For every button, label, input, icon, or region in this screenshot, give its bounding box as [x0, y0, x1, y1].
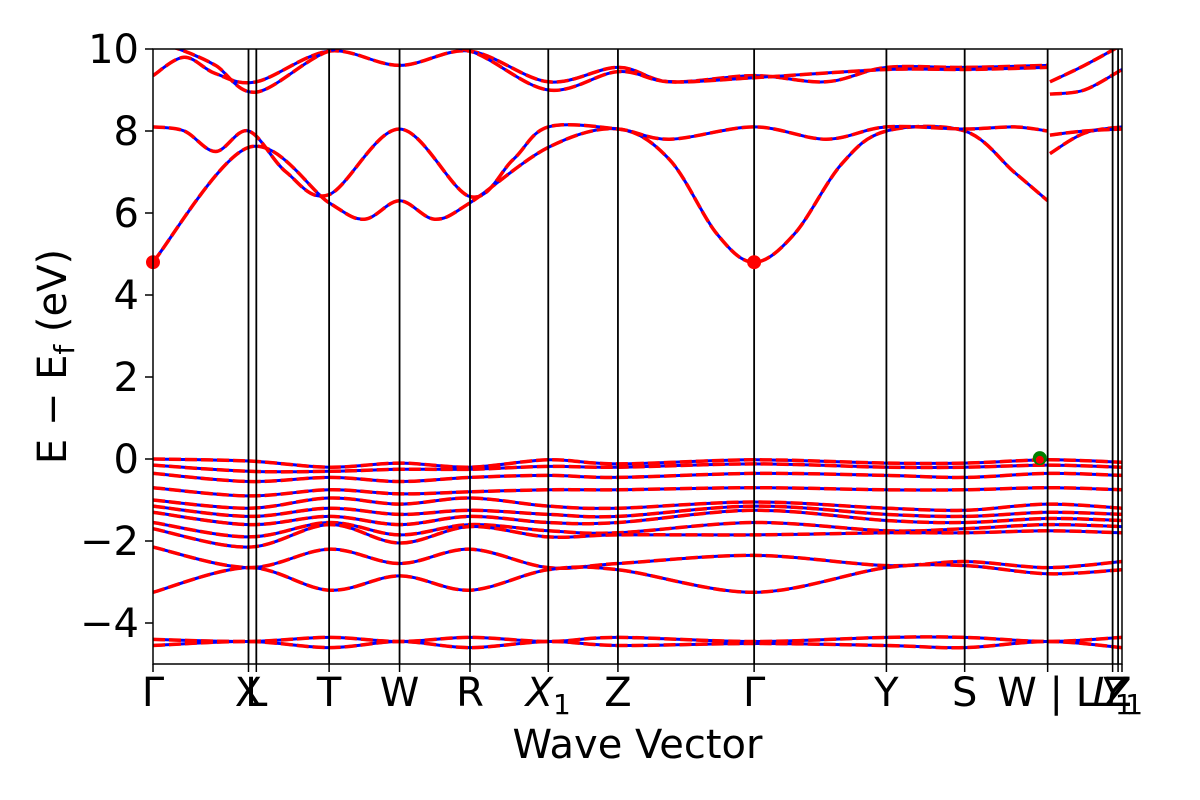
x-tick-label-10: S — [952, 670, 977, 716]
band-line-dashed-valence-6 — [153, 504, 1122, 519]
y-tick-label: −4 — [80, 601, 139, 647]
band-line-valence-11 — [153, 563, 1122, 594]
x-tick-label-6: X1 — [524, 670, 571, 721]
y-tick-label: 2 — [114, 355, 139, 401]
band-line-dashed-valence-7 — [153, 508, 1122, 527]
y-tick-label: 6 — [114, 191, 139, 237]
extrema-markers-layer — [146, 255, 1047, 466]
y-axis-ticks: −4 −2 0 2 4 6 8 10 — [80, 27, 153, 647]
band-line-dashed-conduction-4 — [173, 49, 1048, 94]
x-tick-label-11: W | L — [997, 670, 1098, 716]
band-line-dashed-valence-2 — [153, 462, 1122, 474]
y-axis-label-sub: f — [48, 344, 81, 355]
x-tick-label-8: Γ — [743, 670, 766, 716]
band-line-dashed-valence-5 — [153, 496, 1122, 513]
x-axis-label: Wave Vector — [513, 722, 764, 768]
x-tick-label-9: Y — [873, 670, 899, 716]
band-line-dashed-valence-10 — [153, 545, 1122, 571]
plot-frame — [152, 48, 1123, 665]
band-line-dashed-valence-1 — [153, 457, 1122, 469]
bands-layer — [153, 49, 1122, 650]
band-line-dashed-valence-9 — [153, 522, 1122, 549]
y-axis-label-main: E − E — [30, 355, 76, 465]
band-line-dashed-conduction-right-1 — [1049, 125, 1122, 156]
band-line-dashed-conduction-1 — [153, 124, 1049, 264]
y-tick-label: 0 — [114, 437, 139, 483]
band-line-dashed-valence-13 — [153, 639, 1122, 650]
kpoint-lines-layer — [247, 49, 1119, 664]
x-tick-label-13: Z — [1104, 670, 1131, 716]
band-line-dashed-conduction-right-3 — [1049, 67, 1122, 96]
y-tick-label: −2 — [80, 519, 139, 565]
x-tick-label-1: X — [235, 670, 262, 716]
x-tick-label-3: T — [316, 670, 342, 716]
band-line-dashed-valence-8 — [153, 520, 1122, 539]
y-axis-label: E − Ef (eV) — [30, 249, 81, 464]
x-tick-label-2: L — [245, 670, 268, 716]
x-tick-label-0: Γ — [142, 670, 165, 716]
y-axis-label-unit-text: (eV) — [30, 249, 76, 332]
band-line-dashed-conduction-right-2 — [1049, 127, 1122, 137]
y-tick-label: 10 — [88, 27, 139, 73]
x-tick-label-4: W — [380, 670, 420, 716]
x-tick-label-5: R — [456, 670, 484, 716]
x-tick-label-7: Z — [604, 670, 631, 716]
y-axis-label-unit — [30, 332, 76, 345]
y-tick-label: 8 — [114, 109, 139, 155]
band-line-dashed-valence-3 — [153, 471, 1122, 484]
band-line-dashed-valence-4 — [153, 485, 1122, 498]
band-line-dashed-valence-11 — [153, 562, 1122, 595]
y-tick-label: 4 — [114, 273, 139, 319]
band-line-conduction-1 — [153, 124, 1049, 264]
band-line-dashed-valence-12 — [153, 635, 1122, 644]
marker-vbm-w-red — [1035, 455, 1044, 464]
marker-cbm-gamma-2 — [747, 255, 762, 270]
x-tick-label-12: L1 — [1093, 670, 1133, 721]
x-tick-label-14: Y1 — [1101, 670, 1143, 721]
